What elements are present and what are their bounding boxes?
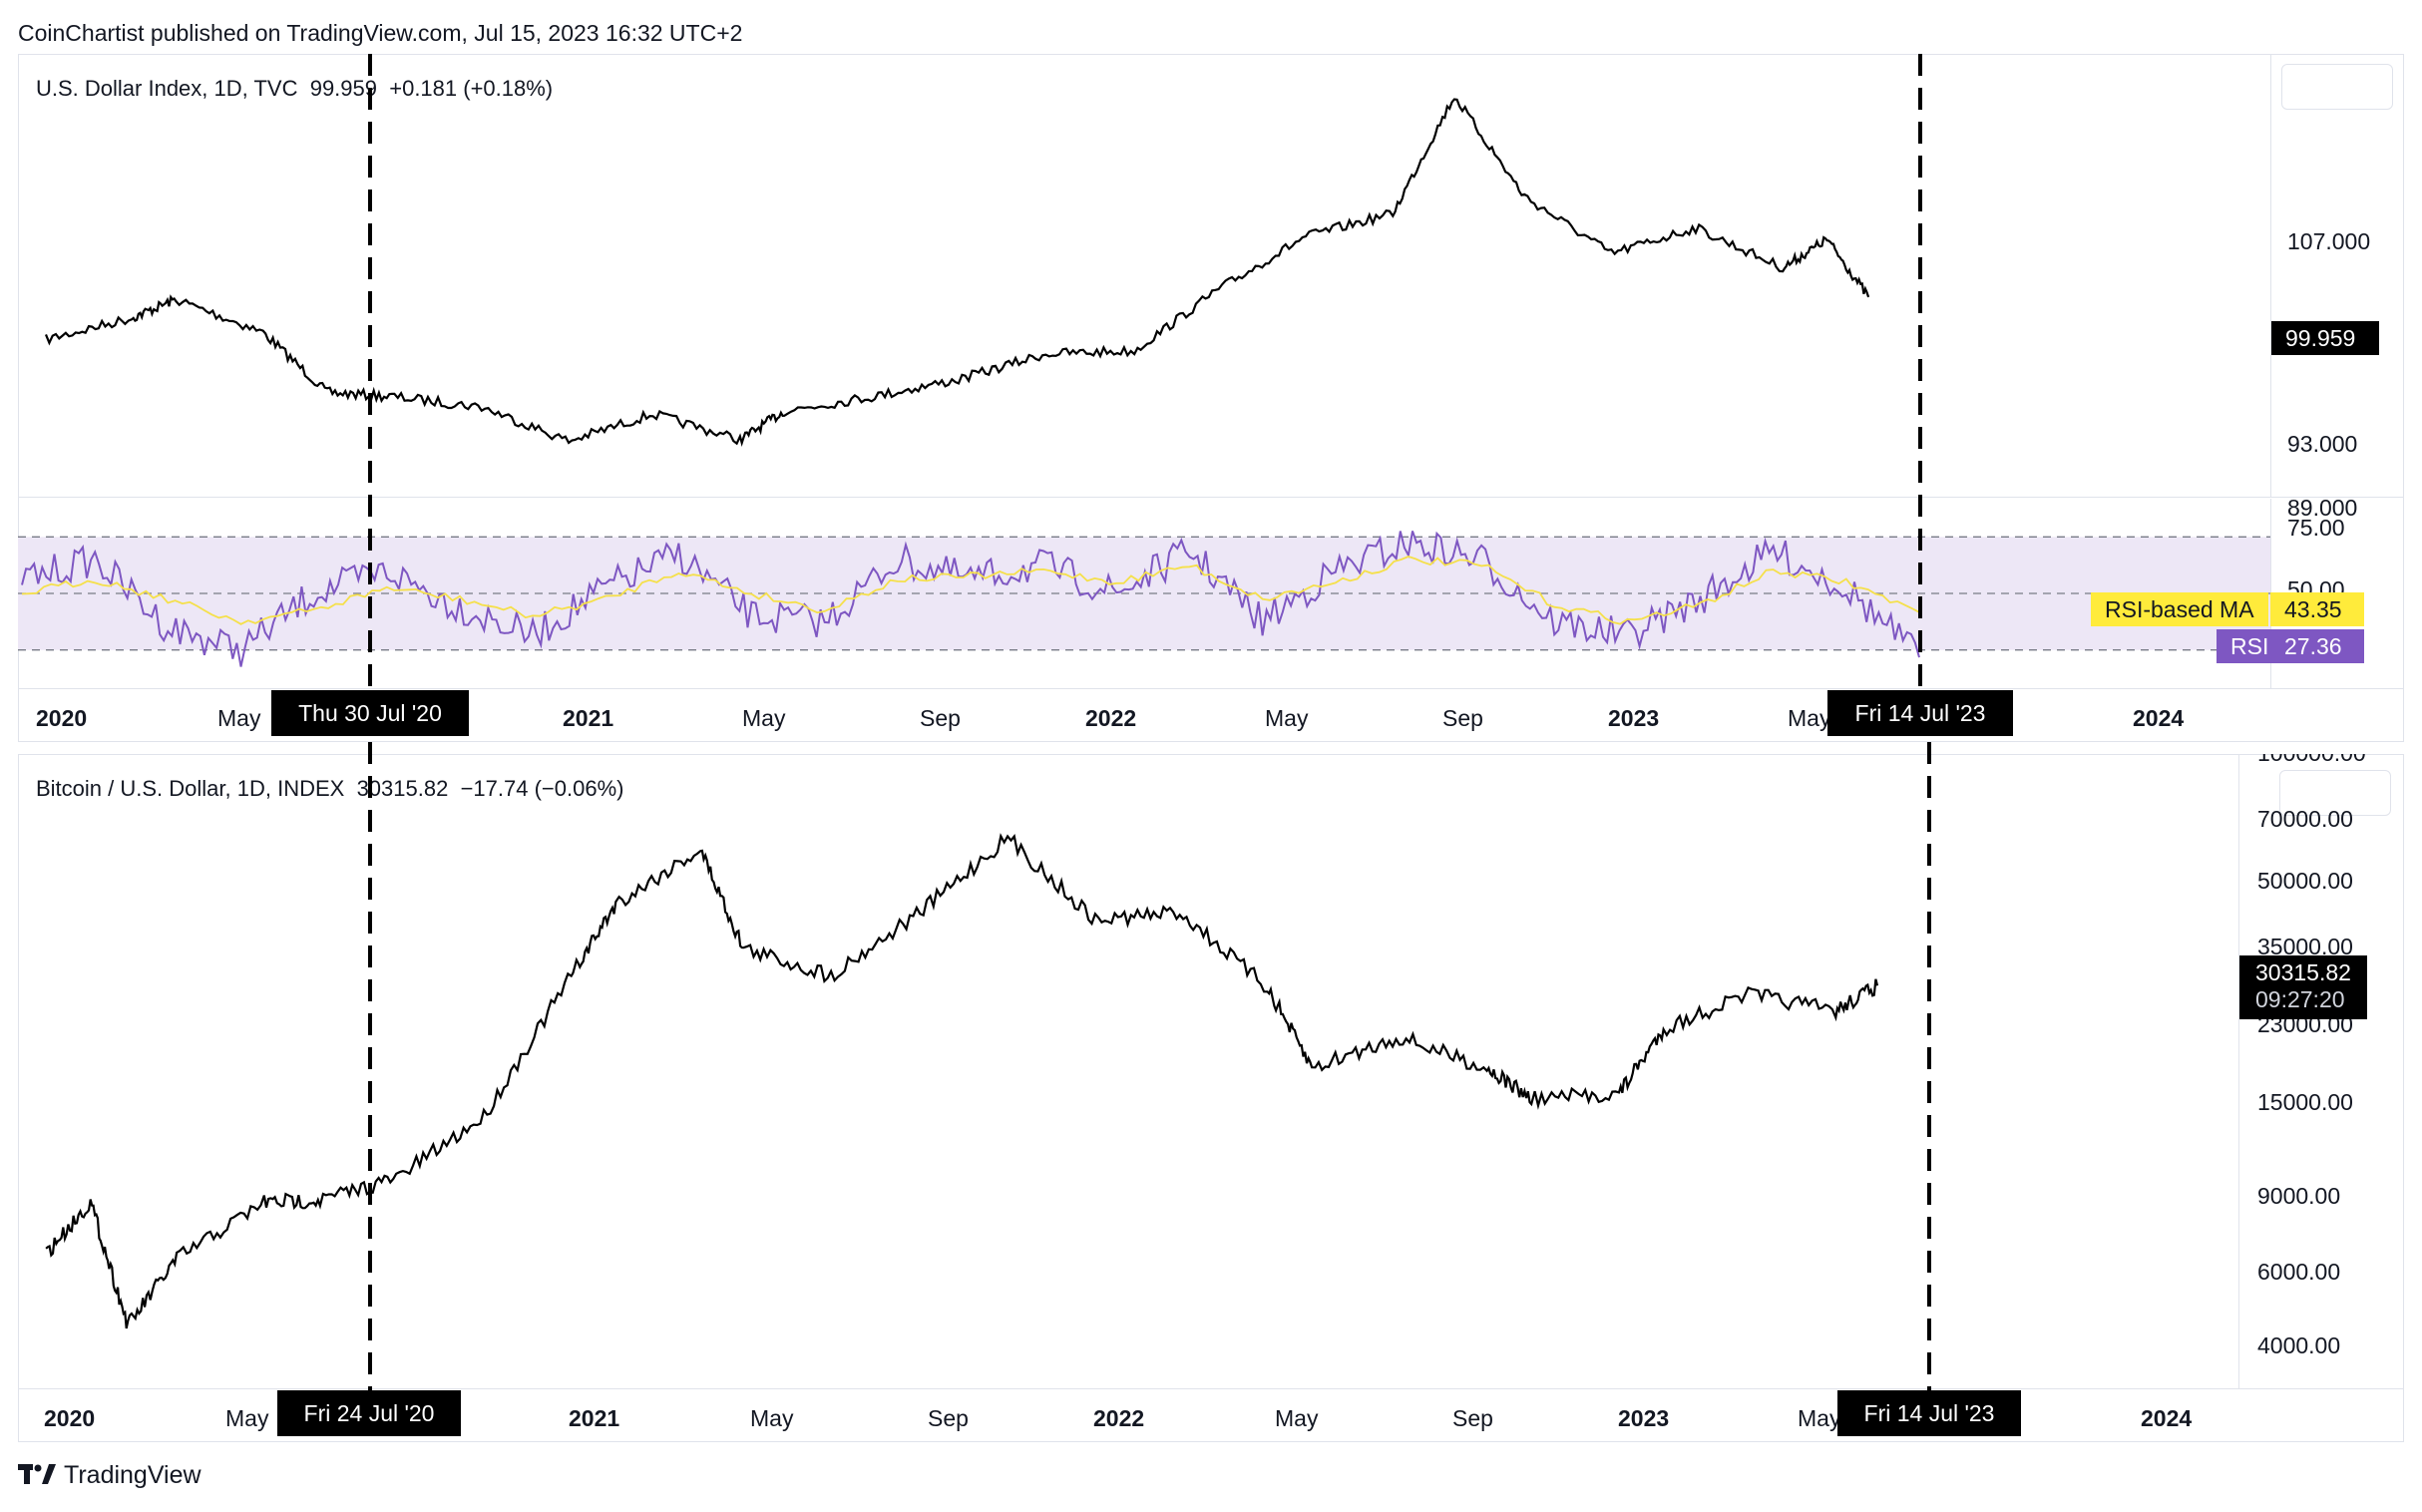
- top-axis-sep-2022: Sep: [1442, 705, 1483, 731]
- bottom-axis-2021: 2021: [569, 1405, 620, 1431]
- bottom-axis-2024: 2024: [2141, 1405, 2193, 1431]
- price-scale-settings-box[interactable]: [2279, 770, 2391, 816]
- rsi-pane[interactable]: [18, 499, 2270, 688]
- btc-bar-countdown: 09:27:20: [2255, 986, 2345, 1012]
- published-header: CoinChartist published on TradingView.co…: [18, 20, 743, 46]
- top-axis-2024: 2024: [2133, 705, 2185, 731]
- btc-line-chart: [45, 833, 1879, 1329]
- btc-price-line: [45, 833, 1879, 1329]
- bottom-axis-2023: 2023: [1618, 1405, 1670, 1431]
- pane-separator[interactable]: [18, 497, 2404, 498]
- dxy-legend-change: +0.181 (+0.18%): [389, 76, 554, 101]
- bottom-time-axis[interactable]: 2020 May 2021 May Sep 2022 May Sep 2023 …: [18, 1388, 2404, 1443]
- rsi-ma-value-tag: 43.35: [2270, 592, 2364, 626]
- bottom-chart-frame: [18, 754, 2404, 1442]
- rsi-tick-75: 75.00: [2287, 515, 2345, 541]
- btc-price-pane[interactable]: [18, 754, 2238, 1388]
- price-scale-settings-box[interactable]: [2281, 64, 2393, 110]
- dxy-legend-title: U.S. Dollar Index, 1D, TVC: [36, 76, 298, 101]
- top-axis-sep-2021: Sep: [920, 705, 961, 731]
- rsi-line: [21, 531, 1920, 667]
- dxy-tick-89: 89.000: [2287, 495, 2358, 521]
- top-axis-2022: 2022: [1085, 705, 1137, 731]
- btc-price-scale[interactable]: 100000.00 70000.00 50000.00 35000.00 230…: [2238, 754, 2405, 1388]
- btc-last-price-tag: 30315.82 09:27:20: [2239, 955, 2367, 1019]
- top-date-tag-right: Fri 14 Jul '23: [1827, 690, 2013, 736]
- bottom-axis-sep-2021: Sep: [928, 1405, 969, 1431]
- btc-tick-15000: 15000.00: [2257, 1089, 2353, 1115]
- dxy-legend-last: 99.959: [309, 76, 377, 101]
- btc-legend: Bitcoin / U.S. Dollar, 1D, INDEX 30315.8…: [36, 776, 623, 802]
- top-axis-2021: 2021: [563, 705, 614, 731]
- top-time-axis[interactable]: 2020 May 2021 May Sep 2022 May Sep 2023 …: [18, 688, 2404, 743]
- dxy-price-line: [44, 98, 1870, 447]
- btc-legend-last: 30315.82: [356, 776, 449, 801]
- bottom-axis-sep-2022: Sep: [1452, 1405, 1493, 1431]
- bottom-date-tag-left: Fri 24 Jul '20: [277, 1390, 461, 1436]
- btc-legend-title: Bitcoin / U.S. Dollar, 1D, INDEX: [36, 776, 345, 801]
- tradingview-logo[interactable]: TradingView: [18, 1460, 202, 1490]
- btc-tick-50000: 50000.00: [2257, 868, 2353, 894]
- tradingview-brand: TradingView: [64, 1460, 202, 1489]
- dxy-line-chart: [44, 98, 1870, 447]
- dxy-last-price-tag: 99.959: [2271, 321, 2379, 355]
- bottom-date-tag-right: Fri 14 Jul '23: [1837, 1390, 2021, 1436]
- dxy-price-pane[interactable]: [18, 54, 2270, 497]
- btc-tick-70000: 70000.00: [2257, 806, 2353, 832]
- bottom-axis-may-2020: May: [225, 1405, 269, 1431]
- top-axis-may-2022: May: [1265, 705, 1309, 731]
- top-axis-may-2021: May: [742, 705, 786, 731]
- rsi-ma-line: [21, 556, 1920, 625]
- dxy-price-scale[interactable]: 107.000 93.000 89.000 99.959: [2270, 54, 2405, 521]
- rsi-ma-label-tag: RSI-based MA: [2091, 592, 2268, 626]
- dxy-tick-93: 93.000: [2287, 431, 2358, 457]
- bottom-axis-may-2022: May: [1275, 1405, 1319, 1431]
- btc-tick-100000: 100000.00: [2257, 754, 2366, 767]
- bottom-axis-may-2023: May: [1798, 1405, 1841, 1431]
- top-axis-may-2020: May: [217, 705, 261, 731]
- tradingview-logo-icon: [18, 1464, 56, 1484]
- bottom-axis-2022: 2022: [1093, 1405, 1145, 1431]
- bottom-axis-2020: 2020: [44, 1405, 96, 1431]
- dxy-legend: U.S. Dollar Index, 1D, TVC 99.959 +0.181…: [36, 76, 553, 102]
- rsi-value-tag: 27.36: [2270, 629, 2364, 663]
- dxy-tick-107: 107.000: [2287, 228, 2371, 254]
- btc-tick-6000: 6000.00: [2257, 1259, 2341, 1285]
- rsi-chart: [18, 531, 2270, 667]
- btc-tick-35000: 35000.00: [2257, 934, 2353, 959]
- btc-tick-4000: 4000.00: [2257, 1332, 2341, 1358]
- top-chart-frame: [18, 54, 2404, 742]
- btc-tick-9000: 9000.00: [2257, 1183, 2341, 1209]
- btc-last-price: 30315.82: [2255, 959, 2351, 985]
- bottom-axis-may-2021: May: [750, 1405, 794, 1431]
- top-axis-2023: 2023: [1608, 705, 1660, 731]
- top-axis-2020: 2020: [36, 705, 88, 731]
- top-date-tag-left: Thu 30 Jul '20: [271, 690, 469, 736]
- top-axis-may-2023: May: [1788, 705, 1831, 731]
- btc-legend-change: −17.74 (−0.06%): [460, 776, 624, 801]
